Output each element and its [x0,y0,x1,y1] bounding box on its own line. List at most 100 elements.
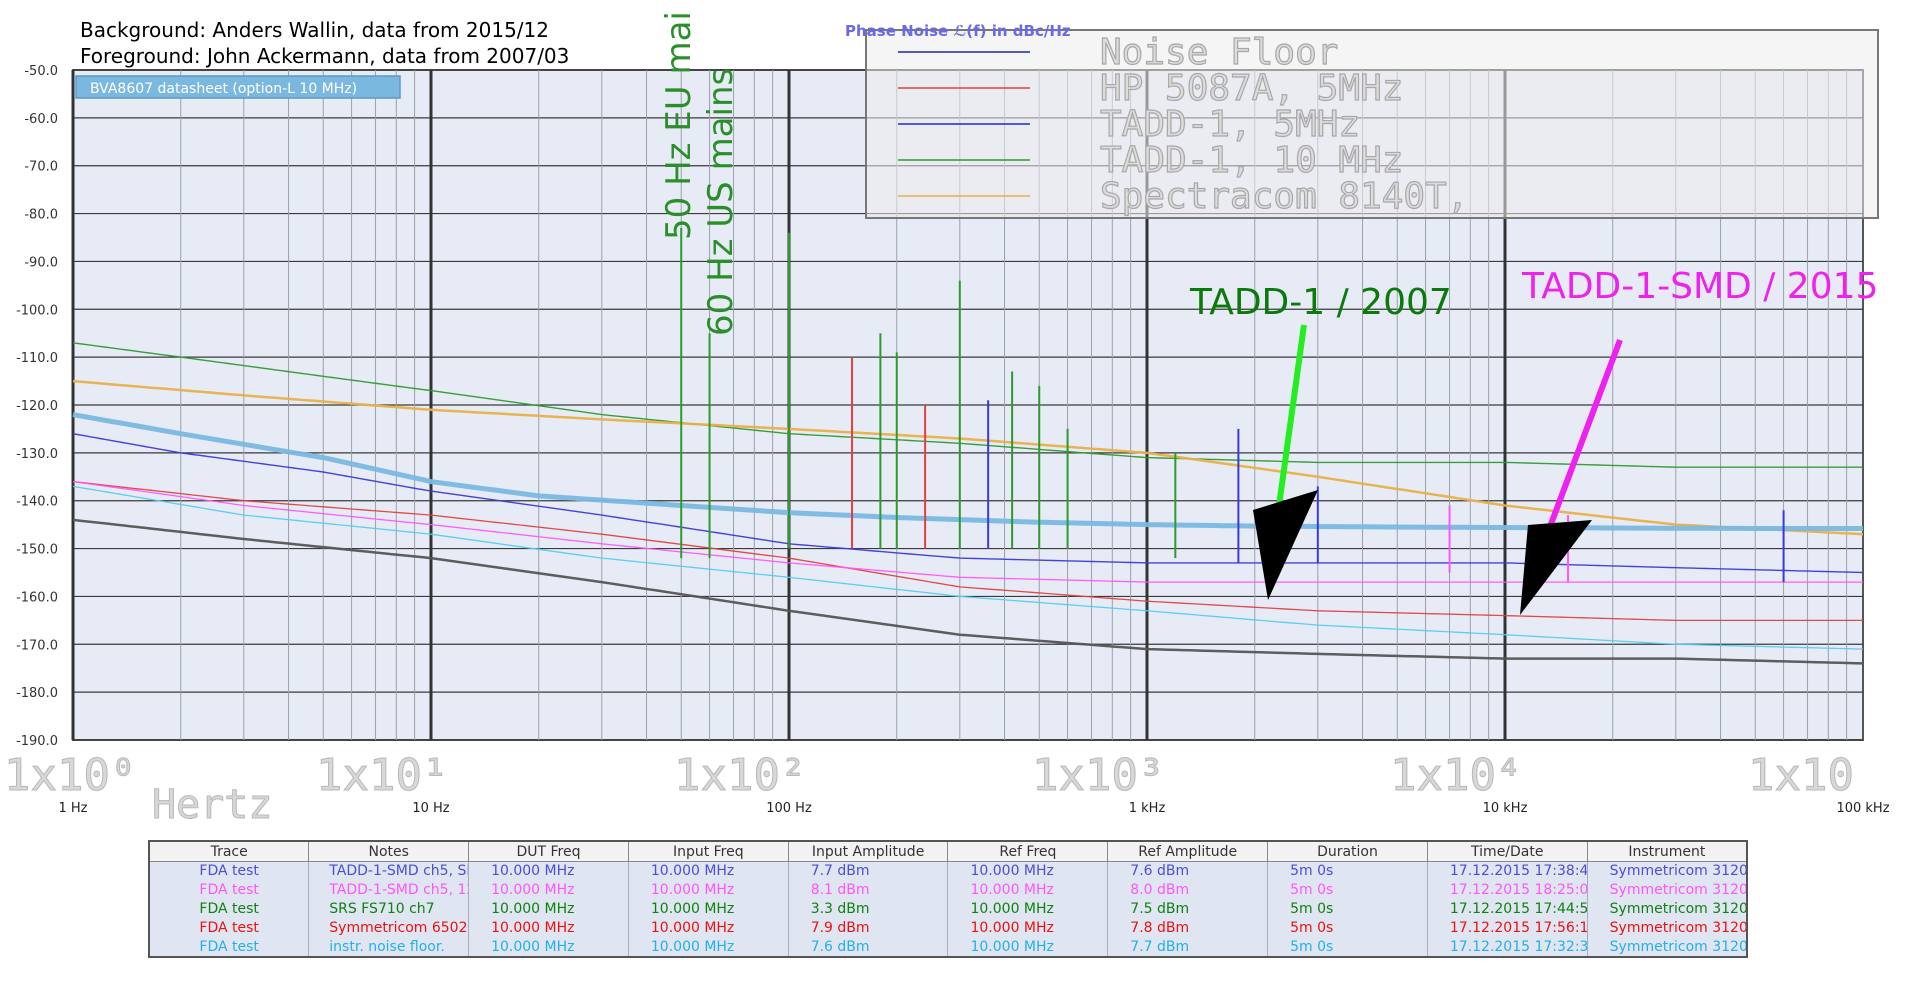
table-cell: Symmetricom 3120A [1586,899,1747,919]
table-cell: 5m 0s [1267,880,1428,900]
table-cell: TADD-1-SMD ch5, SMPS PSU [308,861,469,881]
table-cell: 8.0 dBm [1107,880,1268,900]
table-cell: 10.000 MHz [947,861,1108,881]
y-tick-label: -160.0 [16,590,58,605]
y-tick-label: -150.0 [16,543,58,558]
series-line [72,518,1864,665]
table-cell: 10.000 MHz [627,899,789,919]
background-decade-label: 1x10⁴ [1390,750,1522,801]
background-decade-label: 1x10³ [1032,750,1164,801]
series-line [72,480,1863,622]
table-cell: 5m 0s [1267,899,1428,919]
y-tick-label: -170.0 [16,638,58,653]
series-line [72,342,1863,468]
table-column-header: Ref Amplitude [1107,841,1268,862]
legend-label: Noise Floor [1100,32,1338,73]
table-cell: 5m 0s [1267,937,1428,957]
table-column-header: Notes [308,841,469,862]
table-cell: 7.7 dBm [1107,937,1268,957]
table-cell: 7.8 dBm [1107,918,1268,938]
x-tick-label: 10 kHz [1483,801,1528,816]
table-cell: Symmetricom 3120A [1586,880,1747,900]
y-tick-label: -60.0 [24,112,58,127]
x-tick-label: 10 Hz [412,801,449,816]
table-header-row: Trace Notes DUT Freq Input Freq Input Amplit… [148,841,1747,862]
series-line [72,485,1864,650]
legend-label: Spectracom 8140T, [1100,176,1468,217]
y-tick-label: -50.0 [24,64,58,79]
tadd-2015-arrow-shaft [1542,338,1623,542]
table-cell: 7.5 dBm [1107,899,1268,919]
y-tick-label: -120.0 [16,399,58,414]
table-cell: 7.6 dBm [1107,861,1268,881]
table-cell: FDA test [148,861,309,881]
table-cell: 10.000 MHz [947,880,1108,900]
legend-label: TADD-1, 10 MHz [1100,140,1403,181]
background-x-decade-labels: 1x10⁰ 1x10¹ 1x10² 1x10³ 1x10⁴ 1x10 [4,750,1855,802]
table-cell: Symmetricom 3120A [1586,937,1747,957]
y-tick-label: -90.0 [24,255,58,270]
tadd-2015-arrowhead [1520,520,1592,615]
x-tick-label: 1 Hz [58,801,87,816]
table-column-header: Trace [148,841,309,862]
table-cell: Symmetricom 6502 ch1 [308,918,469,938]
y-tick-label: -140.0 [16,495,58,510]
table-row: FDA test instr. noise floor. 10.000 MHz 10.… [148,937,1747,957]
table-column-header: DUT Freq [468,841,629,862]
table-cell: 10.000 MHz [468,937,629,957]
table-cell: FDA test [148,937,309,957]
background-decade-label: 1x10⁰ [4,750,136,801]
tadd-2007-label: TADD-1 / 2007 [1189,282,1452,323]
table-cell: Symmetricom 3120A [1586,918,1747,938]
table-cell: 17.12.2015 17:56:16 [1426,918,1588,938]
header-line-2: Foreground: John Ackermann, data from 20… [80,44,569,68]
table-cell: 10.000 MHz [947,937,1108,957]
table-cell: instr. noise floor. [308,937,469,957]
x-tick-label: 100 Hz [766,801,812,816]
mains-us-label: 60 Hz US mains [701,68,741,336]
table-cell: 7.9 dBm [787,918,948,938]
background-legend-box [865,29,1879,219]
table-cell: 5m 0s [1267,918,1428,938]
table-cell: 10.000 MHz [947,899,1108,919]
table-cell: 17.12.2015 17:38:46 [1426,861,1588,881]
y-tick-labels: -50.0 -60.0 -70.0 -80.0 -90.0 -100.0 -110.0 -12… [16,64,58,749]
table-cell: 7.6 dBm [787,937,948,957]
table-cell: Symmetricom 3120A [1586,861,1747,881]
table-cell: FDA test [148,880,309,900]
plot-title: Phase Noise ℒ(f) in dBc/Hz [845,22,1071,40]
table-cell: 3.3 dBm [787,899,948,919]
table-cell: 17.12.2015 17:44:59 [1426,899,1588,919]
y-tick-label: -110.0 [16,351,58,366]
table-row: FDA test SRS FS710 ch7 10.000 MHz 10.000 MH… [148,899,1747,919]
datasheet-badge [75,75,401,99]
y-tick-label: -130.0 [16,447,58,462]
table-cell: 8.1 dBm [787,880,948,900]
y-tick-label: -190.0 [16,734,58,749]
background-x-unit: Hertz [152,782,272,828]
table-cell: 10.000 MHz [468,899,629,919]
table-column-header: Time/Date [1426,841,1588,862]
table-cell: 10.000 MHz [468,861,629,881]
table-cell: 10.000 MHz [627,880,789,900]
table-cell: 10.000 MHz [468,880,629,900]
tadd-2015-label: TADD-1-SMD / 2015 [1521,266,1878,307]
table-cell: SRS FS710 ch7 [308,899,469,919]
table-cell: 5m 0s [1267,861,1428,881]
table-cell: FDA test [148,918,309,938]
table-cell: FDA test [148,899,309,919]
table-column-header: Ref Freq [947,841,1108,862]
x-tick-labels: 1 Hz 10 Hz 100 Hz 1 kHz 10 kHz 100 kHz [58,801,1889,816]
table-cell: 10.000 MHz [627,861,789,881]
y-tick-label: -70.0 [24,160,58,175]
y-tick-label: -80.0 [24,208,58,223]
table-cell: TADD-1-SMD ch5, 12v-battery [308,880,469,900]
x-tick-label: 1 kHz [1129,801,1166,816]
legend-label: HP 5087A, 5MHz [1100,68,1403,109]
table-column-header: Duration [1267,841,1428,862]
table-cell: 10.000 MHz [627,937,789,957]
